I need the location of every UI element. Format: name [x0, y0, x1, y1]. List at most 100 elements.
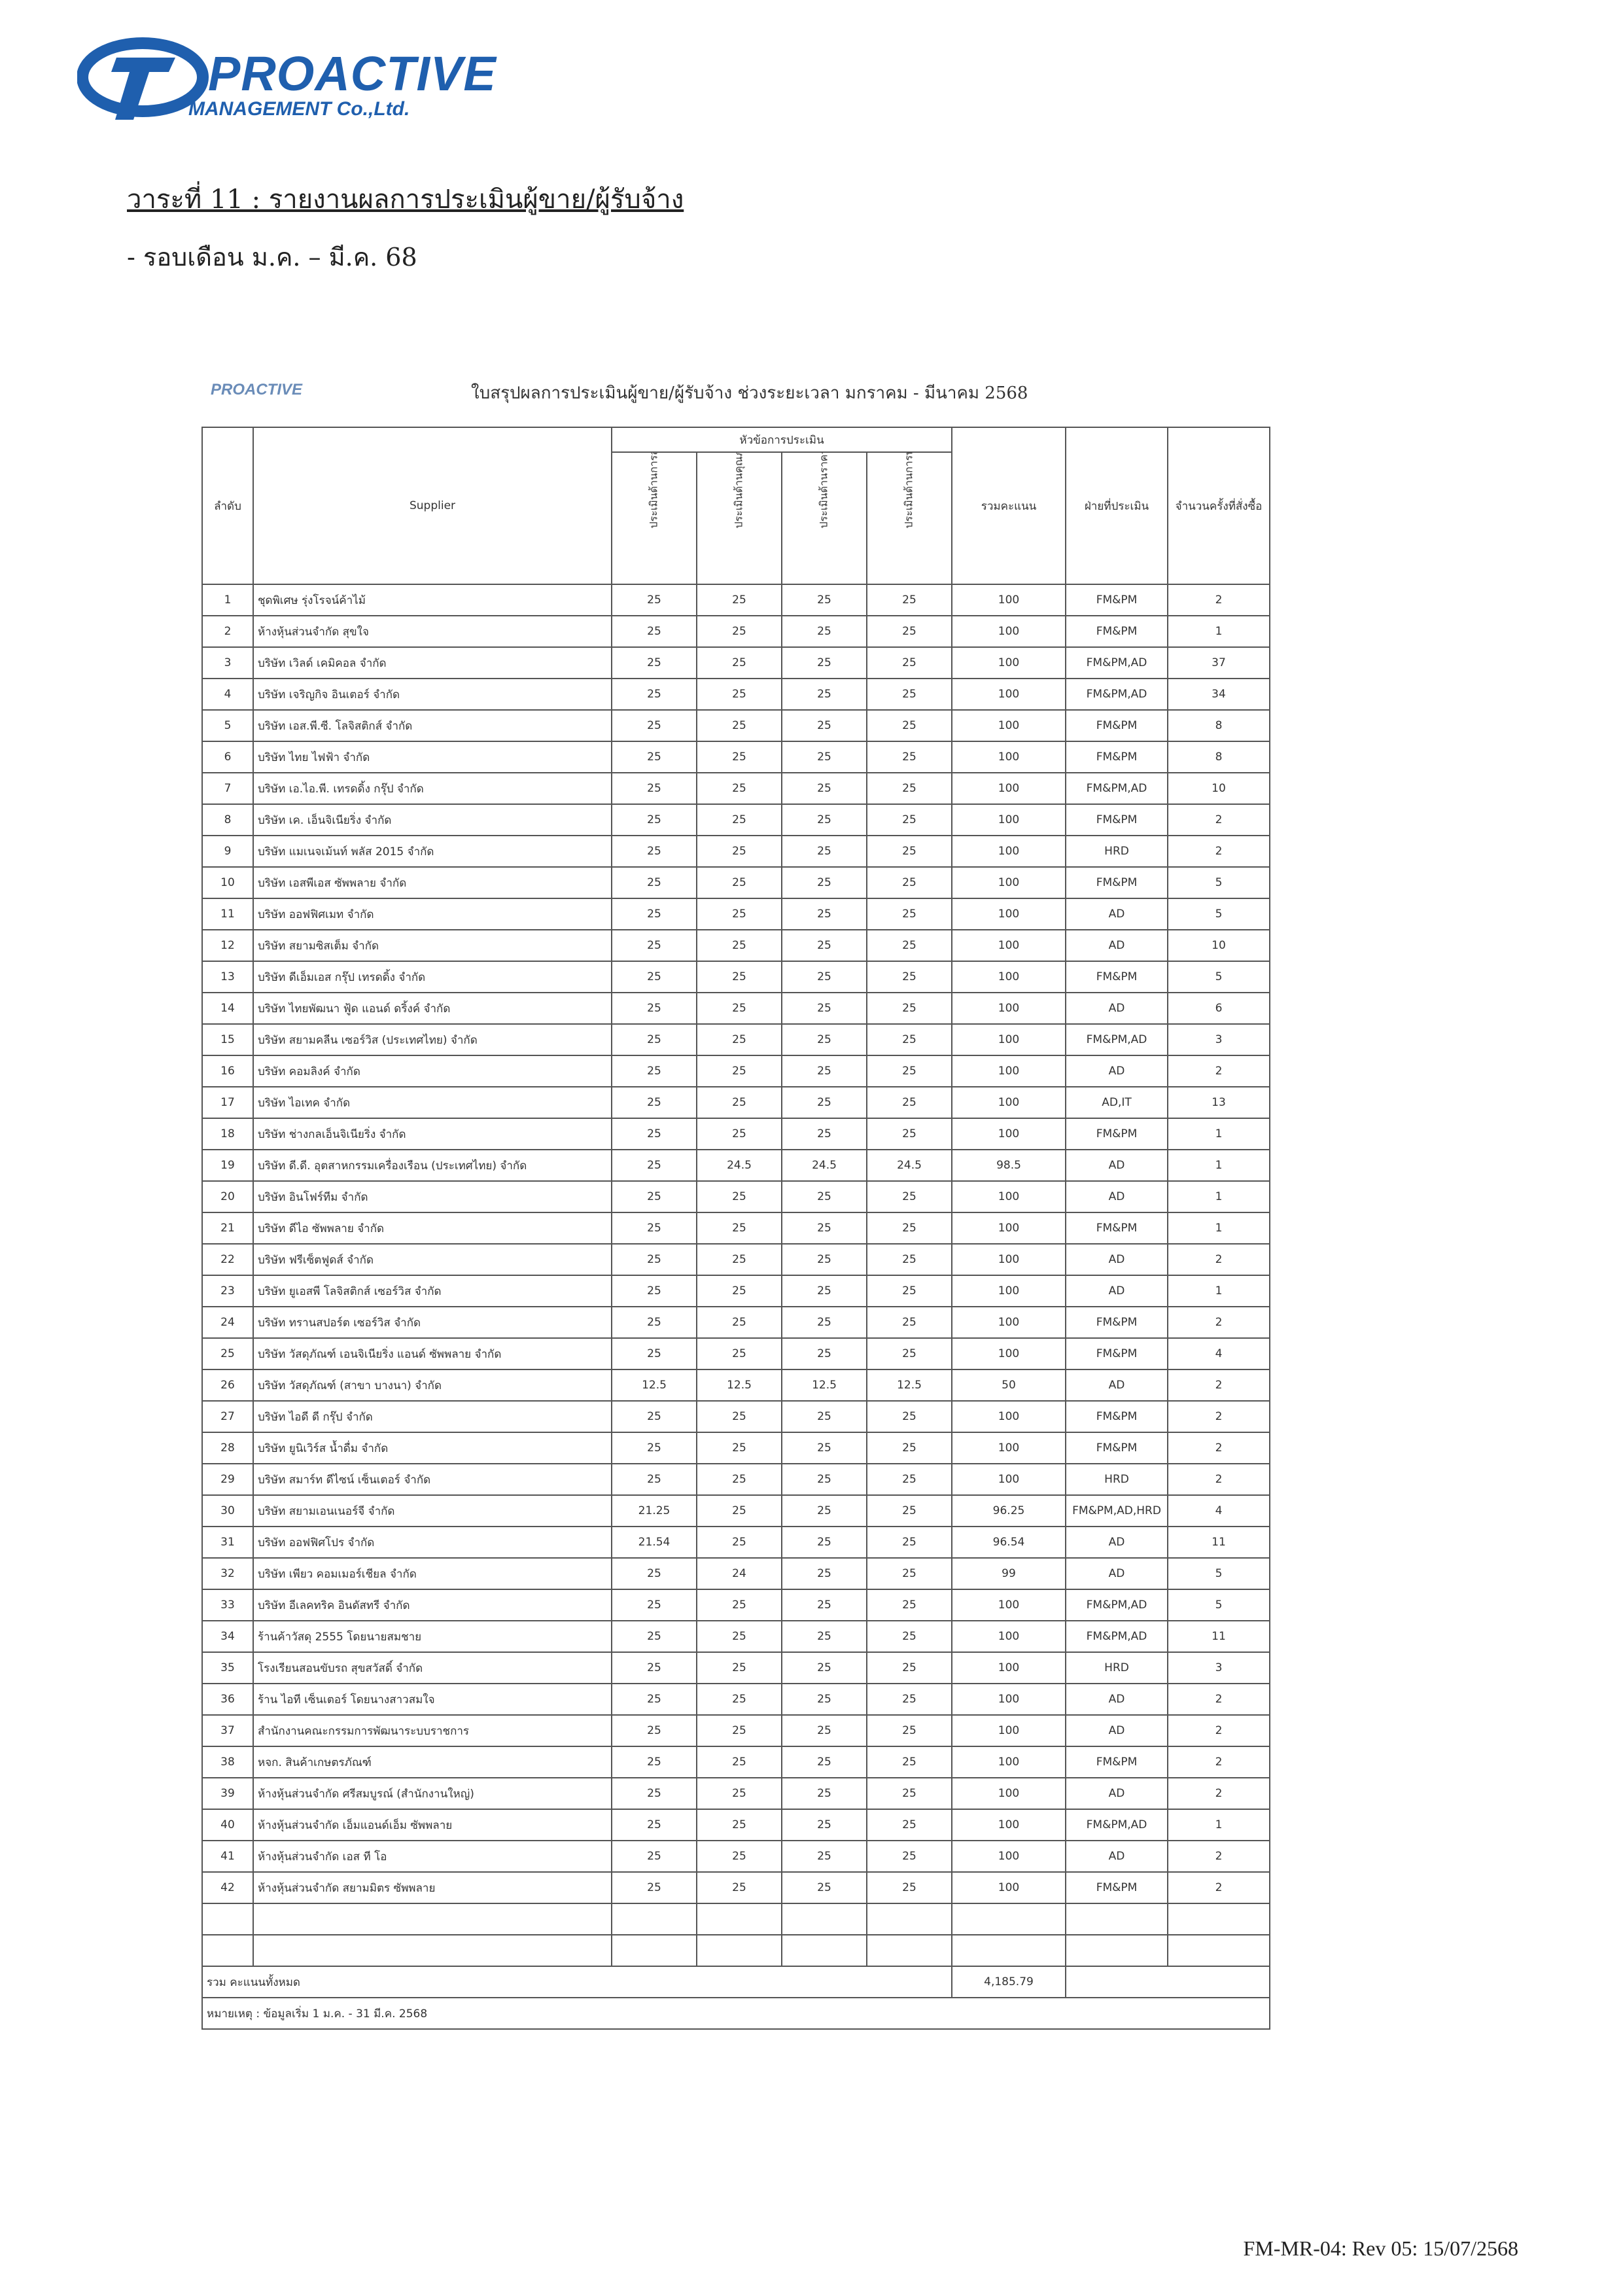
- dept: AD: [1065, 1714, 1168, 1747]
- count: 2: [1167, 584, 1270, 616]
- supplier: ร้าน ไอที เซ็นเตอร์ โดยนางสาวสมใจ: [253, 1683, 612, 1716]
- score: 25: [611, 866, 697, 899]
- score: 25: [781, 1086, 867, 1119]
- score: 25: [866, 1306, 952, 1339]
- logo-name: PROACTIVE: [208, 46, 497, 101]
- total: 100: [951, 741, 1066, 773]
- total: 100: [951, 709, 1066, 742]
- score: 25: [696, 1306, 782, 1339]
- count: 34: [1167, 678, 1270, 711]
- score: 25: [696, 835, 782, 868]
- score: 25: [866, 678, 952, 711]
- total: 100: [951, 678, 1066, 711]
- table-row: 41 ห้างหุ้นส่วนจำกัด เอส ที โอ 25 25 25 25 100…: [201, 1840, 1270, 1873]
- table-row: 25 บริษัท วัสดุภัณฑ์ เอนจิเนียริ่ง แอนด์ …: [201, 1337, 1270, 1370]
- score: 25: [781, 961, 867, 993]
- score: 25: [611, 1432, 697, 1464]
- score: 25: [781, 866, 867, 899]
- dept: FM&PM,AD: [1065, 678, 1168, 711]
- table-row: 6 บริษัท ไทย ไฟฟ้า จำกัด 25 25 25 25 100 FM&PM 8: [201, 741, 1270, 773]
- empty-cell: [611, 1903, 697, 1935]
- total: 100: [951, 615, 1066, 648]
- score: 25: [781, 1620, 867, 1653]
- table-row: 40 ห้างหุ้นส่วนจำกัด เอ็มแอนด์เอ็ม ซัพพลา…: [201, 1809, 1270, 1841]
- table-row: 18 บริษัท ช่างกลเอ็นจิเนียริ่ง จำกัด 25 25 2…: [201, 1118, 1270, 1150]
- empty-cell: [951, 1934, 1066, 1967]
- supplier: บริษัท เอสพีเอส ซัพพลาย จำกัด: [253, 866, 612, 899]
- total: 100: [951, 1651, 1066, 1684]
- dept: AD: [1065, 898, 1168, 930]
- score: 25: [611, 1809, 697, 1841]
- total: 98.5: [951, 1149, 1066, 1182]
- score: 25: [781, 1306, 867, 1339]
- total: 100: [951, 1620, 1066, 1653]
- dept: FM&PM,AD: [1065, 1023, 1168, 1056]
- count: 5: [1167, 866, 1270, 899]
- supplier: บริษัท เพียว คอมเมอร์เชียล จำกัด: [253, 1557, 612, 1590]
- dept: FM&PM: [1065, 1337, 1168, 1370]
- score: 25: [611, 1212, 697, 1245]
- row-no: 11: [201, 898, 254, 930]
- row-no: 16: [201, 1055, 254, 1087]
- dept: FM&PM: [1065, 741, 1168, 773]
- total: 100: [951, 1180, 1066, 1213]
- total: 100: [951, 1746, 1066, 1778]
- total: 100: [951, 1432, 1066, 1464]
- total: 96.25: [951, 1494, 1066, 1527]
- score: 25: [781, 741, 867, 773]
- supplier: บริษัท ฟรีเซ็ตฟูดส์ จำกัด: [253, 1243, 612, 1276]
- dept: AD: [1065, 1180, 1168, 1213]
- supplier: บริษัท อีเลคทริค อินดัสทรี จำกัด: [253, 1589, 612, 1621]
- count: 5: [1167, 1557, 1270, 1590]
- score: 25: [696, 898, 782, 930]
- table-row: 28 บริษัท ยูนิเวิร์ส น้ำดื่ม จำกัด 25 25 25 2…: [201, 1432, 1270, 1464]
- score: 25: [866, 804, 952, 836]
- score: 25: [696, 992, 782, 1025]
- row-no: 29: [201, 1463, 254, 1496]
- score: 25: [696, 866, 782, 899]
- total: 100: [951, 866, 1066, 899]
- score: 25: [781, 1400, 867, 1433]
- score: 25: [611, 709, 697, 742]
- total: 100: [951, 1086, 1066, 1119]
- score: 25: [866, 709, 952, 742]
- score: 25: [696, 646, 782, 679]
- total: 100: [951, 1871, 1066, 1904]
- row-no: 10: [201, 866, 254, 899]
- count: 2: [1167, 835, 1270, 868]
- count: 4: [1167, 1337, 1270, 1370]
- count: 2: [1167, 1714, 1270, 1747]
- supplier: บริษัท สยามคลีน เซอร์วิส (ประเทศไทย) จำก…: [253, 1023, 612, 1056]
- score: 25: [781, 1589, 867, 1621]
- count: 11: [1167, 1620, 1270, 1653]
- score: 25: [866, 1840, 952, 1873]
- score: 24.5: [866, 1149, 952, 1182]
- empty-cell: [866, 1934, 952, 1967]
- table-row: 24 บริษัท ทรานสปอร์ต เซอร์วิส จำกัด 25 25 25…: [201, 1306, 1270, 1339]
- row-no: 33: [201, 1589, 254, 1621]
- dept: AD: [1065, 929, 1168, 962]
- sheet-logo: PROACTIVE: [211, 381, 303, 398]
- row-no: 23: [201, 1275, 254, 1307]
- total: 100: [951, 1463, 1066, 1496]
- score: 25: [781, 1683, 867, 1716]
- row-no: 40: [201, 1809, 254, 1841]
- count: 1: [1167, 1180, 1270, 1213]
- score: 25: [866, 741, 952, 773]
- dept: AD: [1065, 1055, 1168, 1087]
- score: 25: [696, 678, 782, 711]
- score: 25: [781, 1777, 867, 1810]
- sheet-title: ใบสรุปผลการประเมินผู้ขาย/ผู้รับจ้าง ช่วง…: [471, 383, 1028, 403]
- row-no: 22: [201, 1243, 254, 1276]
- score: 25: [696, 1777, 782, 1810]
- dept: AD: [1065, 1840, 1168, 1873]
- row-no: 3: [201, 646, 254, 679]
- row-no: 41: [201, 1840, 254, 1873]
- count: 1: [1167, 1212, 1270, 1245]
- score: 25: [696, 1086, 782, 1119]
- score: 25: [611, 1180, 697, 1213]
- supplier: บริษัท ทรานสปอร์ต เซอร์วิส จำกัด: [253, 1306, 612, 1339]
- table-row: 11 บริษัท ออฟฟิศเมท จำกัด 25 25 25 25 100 AD 5: [201, 898, 1270, 930]
- dept: AD: [1065, 1275, 1168, 1307]
